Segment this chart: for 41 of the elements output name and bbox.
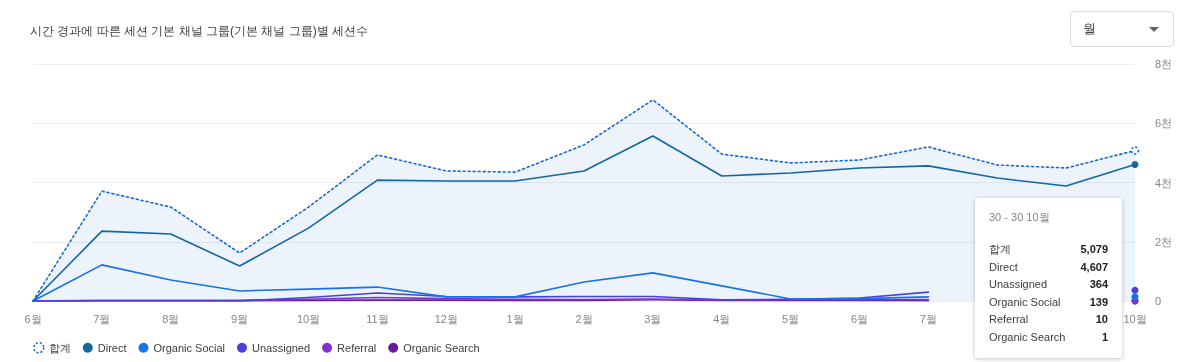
x-tick-label: 7월: [919, 312, 937, 325]
y-tick-label: 8천: [1155, 58, 1173, 70]
x-tick-label: 9월: [231, 312, 249, 325]
x-tick-label: 2월: [575, 312, 593, 325]
x-tick-label: 11월: [366, 312, 389, 325]
annotation: 합계: [989, 242, 1011, 257]
text: 10: [1095, 313, 1108, 325]
annotation: Direct: [989, 259, 1018, 275]
x-tick-label: 4월: [713, 312, 731, 325]
x-tick-label: 10월: [1123, 312, 1147, 325]
annotation: 139: [1089, 294, 1108, 310]
text: Referral: [989, 313, 1029, 325]
x-tick-label: 5월: [782, 312, 800, 325]
x-tick-label: 7월: [93, 312, 111, 325]
legend-label: Organic Social: [153, 341, 226, 354]
annotation: 364: [1089, 277, 1108, 292]
period-dropdown: 월: [1070, 11, 1174, 47]
text: Organic Search: [989, 330, 1066, 343]
legend-label: Direct: [97, 341, 127, 354]
x-tick-label: 12월: [434, 312, 458, 325]
x-tick-label: 8월: [162, 312, 180, 325]
annotation: 30 - 30 10월: [989, 210, 1051, 225]
x-tick-label: 6월: [850, 312, 869, 325]
x-tick-label: 10월: [296, 312, 321, 325]
legend-label: Unassigned: [252, 341, 311, 354]
legend-label: 합계: [48, 341, 71, 354]
x-tick-label: 6월: [24, 312, 42, 325]
x-tick-label: 1월: [506, 312, 524, 325]
legend-label: Referral: [337, 341, 377, 354]
annotation: Organic Social: [989, 294, 1061, 310]
y-tick-label: 0: [1155, 295, 1162, 307]
y-tick-label: 6천: [1155, 117, 1173, 130]
x-tick-label: 3월: [644, 312, 662, 325]
y-tick-label: 4천: [1155, 176, 1173, 189]
annotation: 5,079: [1080, 242, 1108, 257]
text: 1: [1101, 330, 1108, 343]
annotation: Unassigned: [989, 277, 1048, 292]
chart-title: 시간 경과에 따른 세션 기본 채널 그룹(기본 채널 그룹)별 세션수: [30, 24, 368, 38]
legend-label: Organic Search: [403, 341, 480, 354]
y-tick-label: 2천: [1155, 235, 1173, 248]
annotation: 4,607: [1080, 259, 1108, 275]
